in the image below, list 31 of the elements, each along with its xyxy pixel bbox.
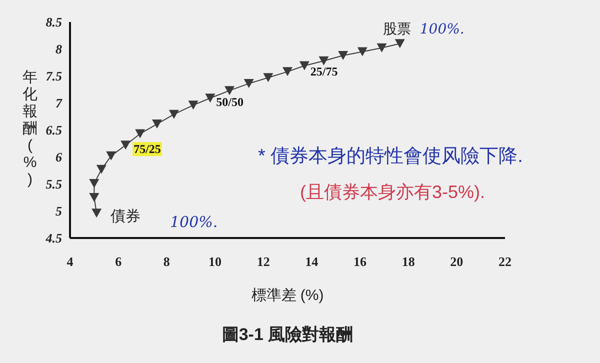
y-tick-label: 5.5: [46, 176, 62, 192]
annotation: * 債券本身的特性會使风險下降.: [258, 146, 523, 167]
annotation: (且債券本身亦有3-5%).: [300, 182, 486, 202]
annotation: 50/50: [216, 95, 244, 110]
x-tick-label: 6: [115, 254, 122, 269]
y-axis-title: 年化報酬 (%): [22, 69, 38, 188]
x-tick-label: 4: [66, 254, 74, 269]
annotation: 債券: [110, 208, 141, 226]
y-tick-label: 8: [56, 42, 62, 56]
y-tick-label: 7: [56, 96, 62, 110]
x-tick-label: 22: [498, 254, 512, 269]
x-tick-label: 12: [256, 254, 270, 269]
x-axis-title: 標準差 (%): [251, 287, 324, 304]
annotation: 25/75: [310, 64, 338, 79]
annotation: 股票: [382, 20, 411, 37]
x-tick-label: 18: [402, 254, 416, 269]
annotation: 100%.: [420, 22, 464, 38]
y-tick-label: 6.5: [46, 122, 62, 138]
y-tick-label: 8.5: [46, 14, 62, 30]
y-tick-label: 6: [56, 150, 62, 164]
y-tick-label: 5: [56, 204, 62, 218]
annotation: 100%.: [170, 213, 218, 231]
x-tick-label: 16: [354, 254, 367, 269]
x-tick-label: 8: [163, 254, 170, 269]
annotation: 75/25: [132, 142, 162, 156]
y-tick-label: 4.5: [44, 230, 62, 246]
x-tick-label: 10: [208, 254, 222, 269]
x-tick-label: 14: [305, 254, 319, 269]
y-tick-label: 7.5: [46, 68, 62, 84]
x-tick-label: 20: [450, 254, 464, 269]
text: 圖3-1 風險對報酬: [222, 325, 354, 344]
